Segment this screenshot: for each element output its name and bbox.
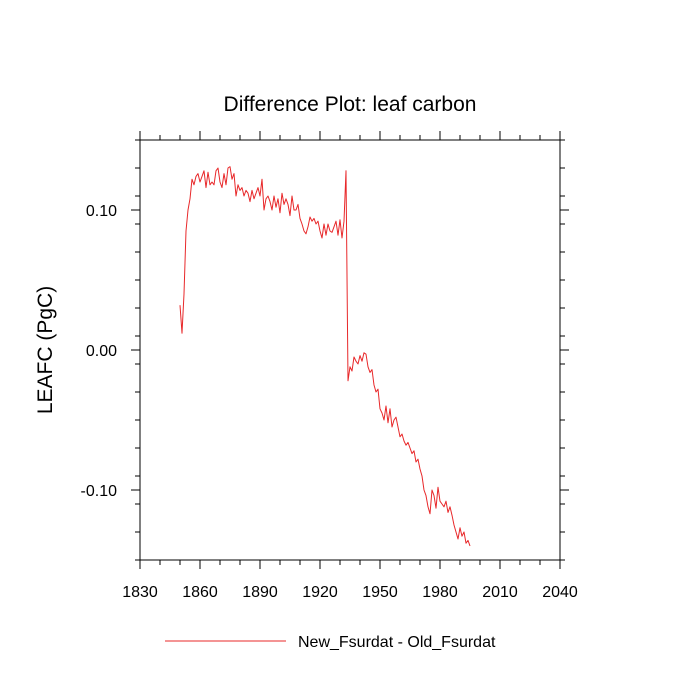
- x-tick-label: 1950: [362, 584, 398, 601]
- y-tick-label: 0.00: [86, 343, 117, 360]
- y-axis-label: LEAFC (PgC): [34, 286, 57, 414]
- chart-title: Difference Plot: leaf carbon: [224, 93, 477, 116]
- x-tick-label: 1830: [122, 584, 158, 601]
- series-layer: [179, 166, 471, 547]
- plot-border: [139, 139, 561, 561]
- x-tick-label: 2010: [482, 584, 518, 601]
- x-tick-label: 1980: [422, 584, 458, 601]
- legend-label: New_Fsurdat - Old_Fsurdat: [298, 634, 496, 651]
- series-line: [179, 166, 471, 547]
- x-tick-label: 2040: [542, 584, 578, 601]
- plot-frame: [139, 139, 561, 561]
- y-tick-label: 0.10: [86, 203, 117, 220]
- x-tick-label: 1920: [302, 584, 338, 601]
- y-tick-label: -0.10: [81, 483, 118, 500]
- x-tick-label: 1860: [182, 584, 218, 601]
- x-tick-label: 1890: [242, 584, 278, 601]
- y-axis-tick-labels: 0.10 0.00 -0.10: [81, 203, 118, 500]
- x-axis-tick-labels: 1830 1860 1890 1920 1950 1980 2010 2040: [122, 584, 578, 601]
- axis-ticks: [131, 131, 569, 569]
- legend: New_Fsurdat - Old_Fsurdat: [165, 634, 496, 651]
